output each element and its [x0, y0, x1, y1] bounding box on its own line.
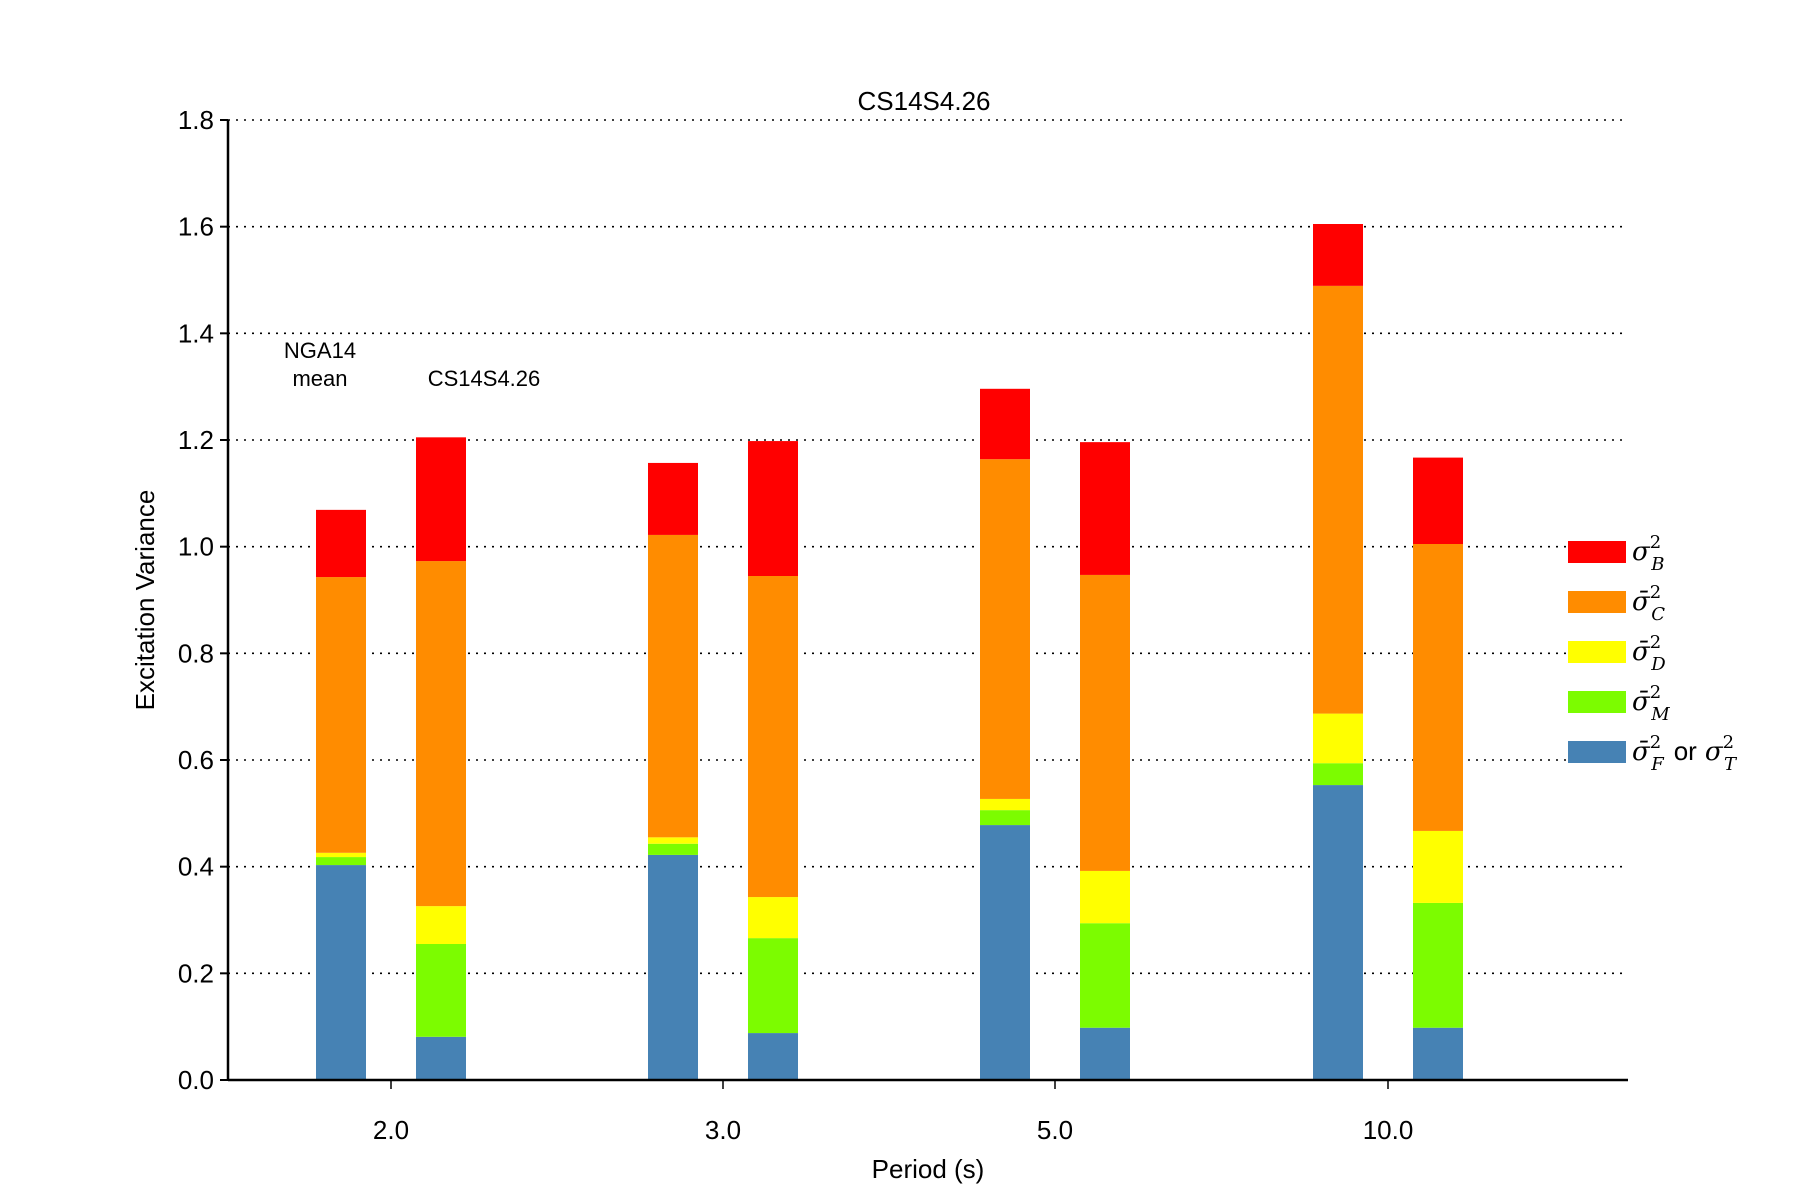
y-tick-label: 0.8	[178, 638, 214, 668]
annotation-cs14s4: CS14S4.26	[428, 366, 541, 391]
y-tick-label: 0.2	[178, 958, 214, 988]
axes	[220, 119, 1628, 1089]
y-tick-label: 0.6	[178, 745, 214, 775]
bar-segment-f	[316, 865, 366, 1080]
legend-label-c: σ̄2 C	[1632, 582, 1665, 625]
chart-title: CS14S4.26	[858, 86, 991, 116]
bar-segment-b	[1413, 457, 1463, 544]
bar-segment-c	[1080, 574, 1130, 871]
legend-label-b: σ2 B	[1632, 532, 1664, 575]
bar-segment-d	[980, 798, 1030, 811]
bar-segment-f	[1080, 1027, 1130, 1080]
legend-swatch-d	[1568, 641, 1626, 663]
bar-segment-b	[316, 509, 366, 578]
bar-segment-c	[416, 561, 466, 907]
legend-swatch-c	[1568, 591, 1626, 613]
bar-segment-b	[648, 462, 698, 535]
bar-segment-c	[1313, 285, 1363, 714]
y-tick-label: 1.8	[178, 105, 214, 135]
bar-segment-m	[648, 843, 698, 855]
bar-segment-c	[648, 534, 698, 838]
y-tick-label: 1.2	[178, 425, 214, 455]
bar-segment-d	[648, 837, 698, 844]
y-tick-label: 0.4	[178, 852, 214, 882]
bar-segment-m	[1080, 923, 1130, 1028]
legend-label-d: σ̄2 D	[1632, 632, 1666, 675]
bar-segment-d	[416, 906, 466, 944]
bar-segment-c	[748, 576, 798, 898]
x-tick-label: 2.0	[373, 1115, 409, 1145]
annotation-mean: mean	[292, 366, 347, 391]
bar-segment-d	[1080, 870, 1130, 924]
bar-segment-c	[1413, 544, 1463, 831]
bar-segment-m	[316, 857, 366, 866]
y-tick-label: 0.0	[178, 1065, 214, 1095]
bar-segment-m	[748, 938, 798, 1034]
bar-segment-f	[748, 1033, 798, 1080]
bar-segment-b	[1080, 442, 1130, 575]
bar-segment-b	[748, 441, 798, 576]
bar-segment-m	[980, 810, 1030, 826]
bar-segment-b	[1313, 224, 1363, 286]
bar-segment-d	[1413, 830, 1463, 903]
y-axis-label: Excitation Variance	[130, 490, 160, 711]
bar-segment-d	[748, 897, 798, 939]
bar-segment-f	[648, 854, 698, 1080]
y-tick-label: 1.0	[178, 532, 214, 562]
annotation-nga14: NGA14	[284, 338, 356, 363]
bar-segment-d	[1313, 713, 1363, 764]
bar-segment-b	[416, 437, 466, 562]
bar-segment-m	[1313, 763, 1363, 786]
legend-label-m: σ̄2 M	[1632, 682, 1670, 725]
bar-segment-d	[316, 852, 366, 858]
bar-segment-b	[980, 388, 1030, 460]
legend-swatch-b	[1568, 541, 1626, 563]
bar-segment-c	[980, 459, 1030, 799]
x-axis-label: Period (s)	[872, 1154, 985, 1184]
bar-segment-f	[1313, 785, 1363, 1080]
x-tick-label: 3.0	[705, 1115, 741, 1145]
x-tick-label: 10.0	[1363, 1115, 1414, 1145]
legend-swatch-f	[1568, 741, 1626, 763]
bar-segment-f	[416, 1036, 466, 1080]
y-tick-label: 1.6	[178, 212, 214, 242]
bar-segment-f	[980, 825, 1030, 1080]
x-tick-label: 5.0	[1037, 1115, 1073, 1145]
bar-segment-m	[1413, 902, 1463, 1028]
y-tick-label: 1.4	[178, 318, 214, 348]
bar-segment-m	[416, 944, 466, 1037]
bars	[316, 224, 1463, 1080]
bar-segment-f	[1413, 1027, 1463, 1080]
tick-labels: 0.0 0.2 0.4 0.6 0.8 1.0 1.2 1.4 1.6 1.8 2.0 3.0 5.0 1…	[178, 105, 1413, 1145]
legend-swatch-m	[1568, 691, 1626, 713]
bar-segment-c	[316, 577, 366, 853]
